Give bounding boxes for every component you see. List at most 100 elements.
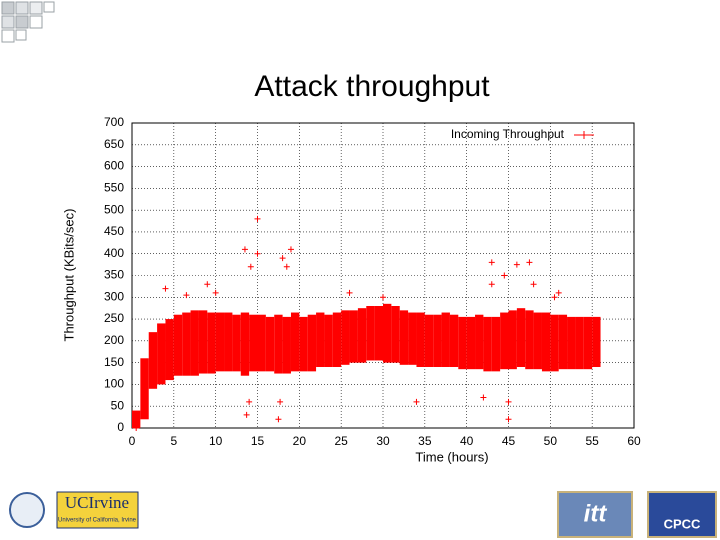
outlier-point [254, 215, 261, 222]
range-bar [148, 332, 158, 389]
footer-logos: UCIrvine University of California, Irvin… [9, 491, 717, 538]
range-bar [290, 312, 300, 372]
x-tick-label: 10 [209, 434, 223, 448]
range-bar [391, 306, 400, 363]
x-tick-label: 30 [376, 434, 390, 448]
outlier-point [530, 281, 537, 288]
y-tick-label: 200 [104, 333, 124, 347]
range-bar [232, 314, 241, 372]
outlier-point [480, 394, 487, 401]
slide-title: Attack throughput [254, 70, 490, 103]
outlier-point [247, 263, 254, 270]
x-tick-label: 25 [334, 434, 348, 448]
range-bar [592, 316, 601, 367]
range-bar [274, 314, 283, 374]
range-bar [383, 303, 392, 363]
range-bar [575, 316, 584, 370]
y-axis-label: Throughput (KBits/sec) [61, 209, 76, 342]
y-tick-label: 650 [104, 137, 124, 151]
y-tick-label: 600 [104, 159, 124, 173]
corner-decoration [1, 1, 55, 43]
outlier-point [246, 398, 253, 405]
logo-text: itt [584, 500, 608, 527]
outlier-point [162, 285, 169, 292]
outlier-point [505, 416, 512, 423]
outlier-point [488, 259, 495, 266]
outlier-point [254, 250, 261, 257]
logo-subtext: University of California, Irvine [58, 518, 137, 524]
x-tick-label: 60 [627, 434, 641, 448]
outlier-point [275, 416, 282, 423]
range-bar [374, 306, 383, 361]
range-bar [249, 314, 258, 372]
range-bar [424, 314, 434, 367]
outlier-point [526, 259, 533, 266]
range-bar [433, 314, 442, 367]
range-bar [224, 312, 233, 372]
x-tick-label: 45 [502, 434, 516, 448]
outlier-point [551, 294, 558, 301]
range-bar [140, 358, 149, 420]
range-bar [483, 316, 492, 372]
y-tick-label: 150 [104, 355, 124, 369]
y-tick-label: 300 [104, 289, 124, 303]
range-bar [132, 410, 141, 428]
range-bar [516, 308, 526, 367]
outlier-point [241, 246, 248, 253]
outlier-point [283, 263, 290, 270]
outlier-point [505, 398, 512, 405]
plot-frame [131, 122, 635, 429]
range-bar [458, 316, 467, 370]
range-bar [207, 312, 216, 374]
x-tick-label: 55 [585, 434, 599, 448]
x-axis-label: Time (hours) [415, 449, 488, 464]
y-tick-label: 500 [104, 202, 124, 216]
outlier-point [413, 398, 420, 405]
range-bar [215, 312, 225, 372]
range-bar [240, 312, 250, 376]
range-bar [307, 314, 317, 372]
range-bar [567, 316, 576, 370]
x-tick-label: 50 [544, 434, 558, 448]
range-bar [466, 316, 476, 370]
outlier-point [204, 281, 211, 288]
y-tick-label: 550 [104, 181, 124, 195]
range-bar [500, 312, 509, 370]
outlier-point [555, 289, 562, 296]
range-bar [441, 312, 450, 367]
range-bar [583, 316, 593, 370]
range-bar [265, 316, 275, 372]
range-bar [366, 306, 375, 361]
range-bar [182, 312, 191, 376]
x-tick-label: 20 [293, 434, 307, 448]
range-bar [449, 314, 459, 367]
logo-text: UCIrvine [65, 493, 129, 512]
y-tick-label: 400 [104, 246, 124, 260]
range-bar [190, 310, 199, 376]
y-tick-label: 0 [117, 420, 124, 434]
range-bar [550, 314, 559, 372]
range-bar [165, 319, 174, 381]
outlier-point [133, 425, 140, 431]
range-bar [508, 310, 517, 370]
range-bar [257, 314, 266, 372]
range-bar [541, 312, 551, 372]
outlier-point [346, 289, 353, 296]
outlier-point [212, 289, 219, 296]
x-tick-label: 35 [418, 434, 432, 448]
legend-label: Incoming Throughput [451, 127, 565, 141]
range-bar [324, 314, 333, 367]
y-tick-label: 350 [104, 268, 124, 282]
x-tick-label: 5 [170, 434, 177, 448]
range-bar [416, 312, 425, 367]
range-bar [341, 310, 350, 365]
range-bar [157, 323, 166, 385]
range-bar [173, 314, 183, 376]
range-bar [558, 314, 568, 370]
outlier-point [488, 281, 495, 288]
range-bar [332, 312, 342, 367]
range-bar [299, 316, 308, 372]
range-bar [349, 310, 358, 363]
